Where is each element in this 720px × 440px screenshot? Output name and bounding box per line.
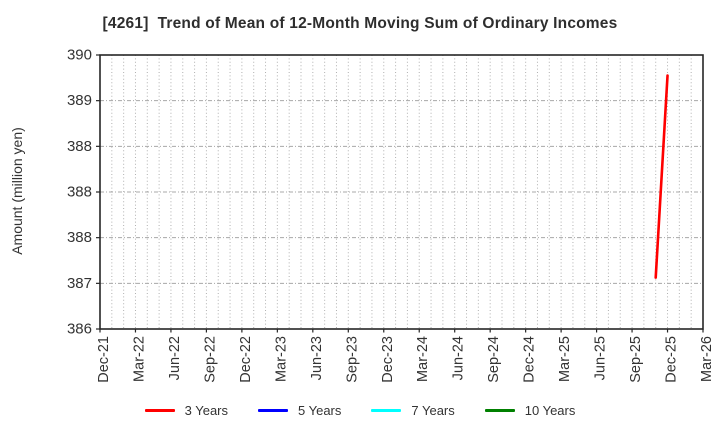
y-tick-label: 386 [67, 321, 92, 338]
legend: 3 Years 5 Years 7 Years 10 Years [0, 403, 720, 418]
x-tick-label: Jun-23 [309, 336, 325, 380]
x-tick-label: Sep-25 [628, 336, 644, 383]
x-tick-label: Dec-23 [380, 336, 396, 383]
legend-item-10-years: 10 Years [484, 403, 576, 418]
legend-swatch-5-years [258, 409, 288, 412]
x-tick-label: Jun-22 [167, 336, 183, 380]
x-tick-label: Sep-23 [344, 336, 360, 383]
x-tick-label: Dec-25 [664, 336, 680, 383]
legend-swatch-10-years [484, 409, 515, 412]
legend-swatch-3-years [144, 409, 175, 412]
x-tick-label: Mar-25 [557, 336, 573, 382]
legend-item-7-years: 7 Years [371, 403, 455, 418]
y-tick-label: 388 [67, 138, 92, 155]
y-tick-label: 389 [67, 92, 92, 109]
x-tick-label: Dec-22 [238, 336, 254, 383]
y-tick-label: 388 [67, 184, 92, 201]
y-tick-label: 387 [67, 275, 92, 292]
x-tick-label: Dec-24 [522, 336, 538, 383]
legend-swatch-7-years [371, 409, 402, 412]
x-tick-label: Jun-25 [593, 336, 609, 380]
y-tick-label: 390 [67, 47, 92, 64]
legend-item-3-years: 3 Years [144, 403, 228, 418]
legend-label-7-years: 7 Years [411, 403, 455, 418]
x-tick-label: Jun-24 [451, 336, 467, 380]
legend-label-3-years: 3 Years [184, 403, 228, 418]
x-tick-label: Sep-22 [202, 336, 218, 383]
x-tick-label: Sep-24 [486, 336, 502, 383]
x-tick-label: Mar-24 [415, 336, 431, 382]
legend-item-5-years: 5 Years [258, 403, 341, 418]
y-tick-label: 388 [67, 229, 92, 246]
x-tick-label: Mar-22 [131, 336, 147, 382]
chart-title: [4261] Trend of Mean of 12-Month Moving … [102, 15, 618, 32]
legend-label-5-years: 5 Years [298, 403, 342, 418]
legend-label-10-years: 10 Years [524, 403, 576, 418]
x-tick-label: Mar-26 [699, 336, 715, 382]
x-tick-label: Mar-23 [273, 336, 289, 382]
x-tick-label: Dec-21 [96, 336, 112, 383]
plot-border [99, 54, 704, 330]
series-line-3-years [654, 74, 669, 279]
